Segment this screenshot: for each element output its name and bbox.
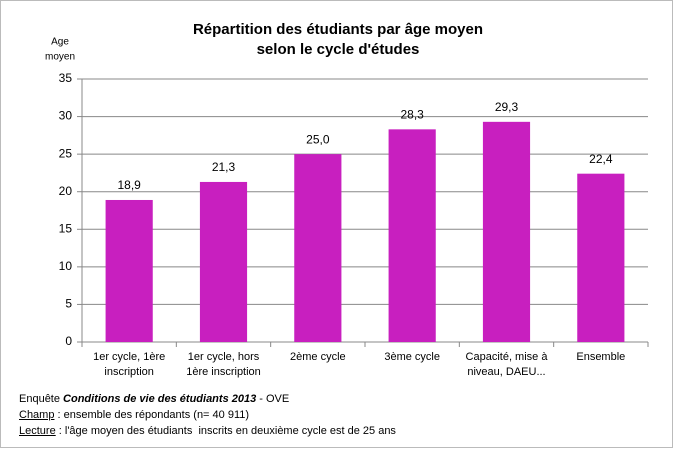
y-tick-label: 0 — [65, 334, 72, 348]
note-text: : ensemble des répondants (n= 40 911) — [54, 409, 250, 421]
chart-title: Répartition des étudiants par âge moyen — [193, 21, 483, 38]
x-tick-label: inscription — [104, 366, 154, 378]
note-text: Enquête — [19, 393, 64, 405]
note-text: - OVE — [256, 393, 290, 405]
bar — [294, 154, 342, 342]
y-tick-label: 20 — [59, 184, 73, 198]
y-tick-label: 25 — [59, 146, 73, 160]
note: Champ : ensemble des répondants (n= 40 9… — [19, 407, 396, 423]
note-label: Lecture — [19, 425, 56, 437]
x-tick-label: 2ème cycle — [290, 351, 346, 363]
y-tick-label: 5 — [65, 297, 72, 311]
x-tick-label: 1er cycle, 1ère — [93, 351, 165, 363]
notes: Enquête Conditions de vie des étudiants … — [19, 391, 396, 439]
note: Lecture : l'âge moyen des étudiants insc… — [19, 423, 396, 439]
y-tick-label: 10 — [59, 259, 73, 273]
value-label: 18,9 — [117, 178, 141, 192]
note-label: Champ — [19, 409, 55, 421]
value-label: 25,0 — [306, 132, 330, 146]
y-axis-label: Age — [51, 37, 69, 48]
y-tick-label: 30 — [59, 109, 73, 123]
bar — [482, 121, 531, 343]
x-tick-label: Capacité, mise à — [466, 351, 549, 363]
bar — [388, 129, 436, 342]
y-tick-label: 15 — [59, 221, 73, 235]
y-tick-label: 35 — [59, 71, 73, 85]
chart-title: selon le cycle d'études — [257, 41, 420, 58]
x-tick-label: Ensemble — [576, 351, 625, 363]
note: Enquête Conditions de vie des étudiants … — [19, 391, 396, 407]
value-label: 21,3 — [212, 160, 236, 174]
note-text: : l'âge moyen des étudiants inscrits en … — [55, 425, 396, 437]
y-axis-label: moyen — [45, 52, 75, 63]
x-tick-label: 1er cycle, hors — [188, 351, 260, 363]
value-label: 28,3 — [400, 108, 424, 122]
x-tick-label: 3ème cycle — [384, 351, 440, 363]
note-text: Conditions de vie des étudiants 2013 — [63, 393, 257, 405]
x-tick-label: 1ère inscription — [186, 366, 261, 378]
bar — [105, 199, 153, 342]
x-tick-label: niveau, DAEU... — [467, 366, 545, 378]
bar — [199, 181, 248, 342]
bar — [577, 173, 625, 342]
value-label: 29,3 — [495, 100, 519, 114]
value-label: 22,4 — [589, 152, 613, 166]
